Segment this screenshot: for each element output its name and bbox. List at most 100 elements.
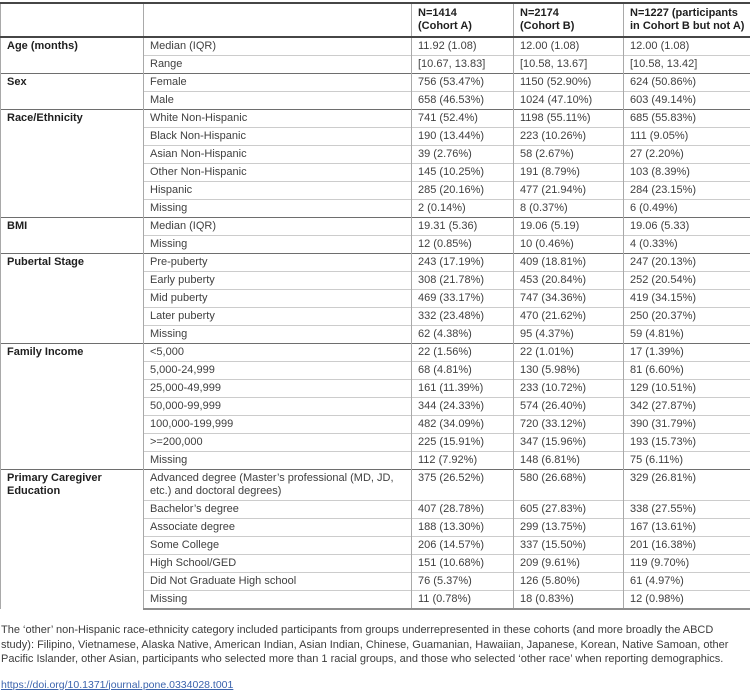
value-cell-cohort-b: 580 (26.68%) xyxy=(514,470,624,501)
value-cell-cohort-b: 747 (34.36%) xyxy=(514,290,624,308)
value-cell-cohort-b-not-a: 419 (34.15%) xyxy=(624,290,750,308)
value-cell-cohort-b: [10.58, 13.67] xyxy=(514,56,624,74)
row-label-cell: Male xyxy=(144,92,412,110)
value-cell-cohort-b-not-a: 284 (23.15%) xyxy=(624,182,750,200)
value-cell-cohort-a: 19.31 (5.36) xyxy=(412,218,514,236)
column-header-category xyxy=(1,3,144,37)
value-cell-cohort-b: 19.06 (5.19) xyxy=(514,218,624,236)
column-header-measure xyxy=(144,3,412,37)
value-cell-cohort-b-not-a: 329 (26.81%) xyxy=(624,470,750,501)
value-cell-cohort-b: 1198 (55.11%) xyxy=(514,110,624,128)
value-cell-cohort-b: 233 (10.72%) xyxy=(514,380,624,398)
value-cell-cohort-b-not-a: 193 (15.73%) xyxy=(624,434,750,452)
value-cell-cohort-b: 477 (21.94%) xyxy=(514,182,624,200)
row-label-cell: Other Non-Hispanic xyxy=(144,164,412,182)
value-cell-cohort-a: 332 (23.48%) xyxy=(412,308,514,326)
row-label-cell: Early puberty xyxy=(144,272,412,290)
column-header-cohort-b-not-a: N=1227 (participants in Cohort B but not… xyxy=(624,3,750,37)
value-cell-cohort-b: 10 (0.46%) xyxy=(514,236,624,254)
row-label-cell: Some College xyxy=(144,537,412,555)
value-cell-cohort-b: 191 (8.79%) xyxy=(514,164,624,182)
value-cell-cohort-b-not-a: 129 (10.51%) xyxy=(624,380,750,398)
value-cell-cohort-b: 126 (5.80%) xyxy=(514,573,624,591)
value-cell-cohort-a: 741 (52.4%) xyxy=(412,110,514,128)
value-cell-cohort-b-not-a: 252 (20.54%) xyxy=(624,272,750,290)
column-header-cohort-a: N=1414 (Cohort A) xyxy=(412,3,514,37)
value-cell-cohort-a: 308 (21.78%) xyxy=(412,272,514,290)
row-label-cell: Range xyxy=(144,56,412,74)
value-cell-cohort-b-not-a: 338 (27.55%) xyxy=(624,501,750,519)
value-cell-cohort-b: 347 (15.96%) xyxy=(514,434,624,452)
value-cell-cohort-b: 720 (33.12%) xyxy=(514,416,624,434)
doi-link[interactable]: https://doi.org/10.1371/journal.pone.033… xyxy=(1,679,233,691)
header-row: N=1414 (Cohort A) N=2174 (Cohort B) N=12… xyxy=(1,3,750,37)
value-cell-cohort-b-not-a: 390 (31.79%) xyxy=(624,416,750,434)
value-cell-cohort-a: 285 (20.16%) xyxy=(412,182,514,200)
row-label-cell: Missing xyxy=(144,200,412,218)
row-label-cell: Missing xyxy=(144,452,412,470)
row-label-cell: Missing xyxy=(144,236,412,254)
value-cell-cohort-a: 11.92 (1.08) xyxy=(412,37,514,56)
value-cell-cohort-b-not-a: 27 (2.20%) xyxy=(624,146,750,164)
value-cell-cohort-a: 658 (46.53%) xyxy=(412,92,514,110)
category-cell: Age (months) xyxy=(1,37,144,74)
value-cell-cohort-b: 409 (18.81%) xyxy=(514,254,624,272)
value-cell-cohort-b: 95 (4.37%) xyxy=(514,326,624,344)
category-cell: Primary Caregiver Education xyxy=(1,470,144,610)
row-label-cell: Median (IQR) xyxy=(144,37,412,56)
value-cell-cohort-a: 206 (14.57%) xyxy=(412,537,514,555)
value-cell-cohort-b-not-a: 201 (16.38%) xyxy=(624,537,750,555)
value-cell-cohort-a: 12 (0.85%) xyxy=(412,236,514,254)
row-label-cell: Mid puberty xyxy=(144,290,412,308)
value-cell-cohort-a: 68 (4.81%) xyxy=(412,362,514,380)
value-cell-cohort-a: 76 (5.37%) xyxy=(412,573,514,591)
value-cell-cohort-b-not-a: 81 (6.60%) xyxy=(624,362,750,380)
value-cell-cohort-b-not-a: 250 (20.37%) xyxy=(624,308,750,326)
value-cell-cohort-b-not-a: 247 (20.13%) xyxy=(624,254,750,272)
row-label-cell: Black Non-Hispanic xyxy=(144,128,412,146)
value-cell-cohort-b: 22 (1.01%) xyxy=(514,344,624,362)
value-cell-cohort-b-not-a: 12 (0.98%) xyxy=(624,591,750,610)
value-cell-cohort-a: 151 (10.68%) xyxy=(412,555,514,573)
row-label-cell: <5,000 xyxy=(144,344,412,362)
value-cell-cohort-a: 145 (10.25%) xyxy=(412,164,514,182)
value-cell-cohort-b: 12.00 (1.08) xyxy=(514,37,624,56)
row-label-cell: Asian Non-Hispanic xyxy=(144,146,412,164)
category-cell: Family Income xyxy=(1,344,144,470)
footnote-text: The ‘other’ non-Hispanic race-ethnicity … xyxy=(1,623,749,667)
category-cell: Race/Ethnicity xyxy=(1,110,144,218)
value-cell-cohort-a: 225 (15.91%) xyxy=(412,434,514,452)
value-cell-cohort-a: 2 (0.14%) xyxy=(412,200,514,218)
value-cell-cohort-b-not-a: 17 (1.39%) xyxy=(624,344,750,362)
value-cell-cohort-a: 112 (7.92%) xyxy=(412,452,514,470)
value-cell-cohort-b: 337 (15.50%) xyxy=(514,537,624,555)
value-cell-cohort-b-not-a: 111 (9.05%) xyxy=(624,128,750,146)
value-cell-cohort-b-not-a: 103 (8.39%) xyxy=(624,164,750,182)
row-label-cell: Bachelor’s degree xyxy=(144,501,412,519)
value-cell-cohort-b: 8 (0.37%) xyxy=(514,200,624,218)
value-cell-cohort-b: 58 (2.67%) xyxy=(514,146,624,164)
row-label-cell: Missing xyxy=(144,326,412,344)
category-cell: Sex xyxy=(1,74,144,110)
row-label-cell: 50,000-99,999 xyxy=(144,398,412,416)
value-cell-cohort-b-not-a: 59 (4.81%) xyxy=(624,326,750,344)
row-label-cell: Median (IQR) xyxy=(144,218,412,236)
value-cell-cohort-a: 469 (33.17%) xyxy=(412,290,514,308)
value-cell-cohort-a: 243 (17.19%) xyxy=(412,254,514,272)
value-cell-cohort-b-not-a: 167 (13.61%) xyxy=(624,519,750,537)
row-label-cell: Pre-puberty xyxy=(144,254,412,272)
value-cell-cohort-b-not-a: 342 (27.87%) xyxy=(624,398,750,416)
value-cell-cohort-a: 344 (24.33%) xyxy=(412,398,514,416)
row-label-cell: >=200,000 xyxy=(144,434,412,452)
row-label-cell: White Non-Hispanic xyxy=(144,110,412,128)
value-cell-cohort-b: 574 (26.40%) xyxy=(514,398,624,416)
value-cell-cohort-b-not-a: 119 (9.70%) xyxy=(624,555,750,573)
row-label-cell: Did Not Graduate High school xyxy=(144,573,412,591)
value-cell-cohort-b-not-a: 624 (50.86%) xyxy=(624,74,750,92)
value-cell-cohort-a: 11 (0.78%) xyxy=(412,591,514,610)
row-label-cell: Female xyxy=(144,74,412,92)
